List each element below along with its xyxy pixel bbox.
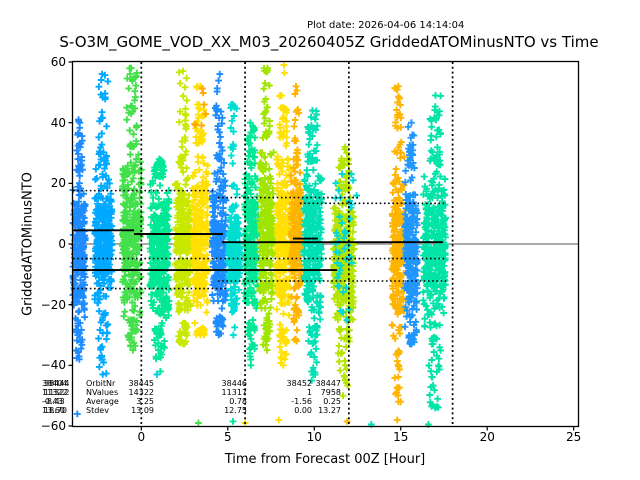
outlier-marker (153, 371, 161, 378)
stat-value: 0.25 (323, 397, 341, 406)
y-tick-label: 0 (58, 237, 66, 251)
orbit-band (208, 70, 230, 339)
outlier-marker (229, 418, 237, 425)
x-tick-label: 25 (566, 430, 582, 444)
orbit-band (172, 67, 194, 348)
outlier-marker (227, 101, 235, 108)
stat-value: 11322 (44, 388, 70, 397)
stat-value: 38447 (315, 379, 341, 388)
stat-value: 38446 (221, 379, 247, 388)
x-tick-label: 20 (479, 430, 495, 444)
orbit-stat-column: 38447 7958 0.25 13.27 (316, 379, 341, 415)
y-tick-label: −40 (40, 358, 66, 373)
stat-row-labels: OrbitNr NValues Average Stdev (86, 379, 119, 415)
plot-date: Plot date: 2026-04-06 14:14:04 (307, 20, 465, 31)
orbit-stat-column: 38445 14322 3.25 13.09 (129, 379, 154, 415)
stat-value: -1.56 (291, 397, 312, 406)
orbit-stat-column: 38452 1 -1.56 0.00 (287, 379, 312, 415)
stat-value: 13.60 (42, 406, 65, 415)
orbit-band (300, 107, 325, 384)
stat-value: 38445 (128, 379, 154, 388)
outlier-marker (275, 416, 283, 424)
outlier-marker (348, 201, 355, 208)
y-tick-label: 60 (50, 55, 66, 69)
stat-value: OrbitNr (86, 379, 116, 388)
stat-value: 3.25 (136, 397, 154, 406)
x-tick-label: 5 (223, 430, 232, 444)
y-tick-label: 20 (50, 176, 66, 191)
x-tick-label: 10 (306, 430, 322, 444)
outlier-marker (195, 419, 202, 427)
stat-value: 7958 (320, 388, 341, 397)
outlier-marker (343, 418, 351, 425)
stat-value: -8.43 (44, 397, 65, 406)
stat-value: 13.27 (318, 406, 341, 415)
x-axis-label: Time from Forecast 00Z [Hour] (224, 452, 426, 467)
page-title: S-O3M_GOME_VOD_XX_M03_20260405Z GriddedA… (59, 33, 599, 51)
stat-value: 0.78 (229, 397, 247, 406)
orbit-band-mixed (191, 85, 210, 129)
stat-value: -0.43 (42, 397, 63, 406)
orbit-band (119, 64, 145, 354)
orbit-band (401, 119, 421, 348)
outlier-marker (349, 176, 357, 184)
y-axis-label: GriddedATOMinusNTO (20, 172, 36, 316)
stat-value: 1 (306, 388, 312, 397)
stat-value: 11317 (221, 388, 247, 397)
y-tick-label: −20 (40, 297, 66, 312)
stat-value: 0.00 (294, 406, 312, 415)
stat-value: 11322 (42, 388, 68, 397)
stat-value: 18.70 (44, 406, 67, 415)
stat-value: NValues (86, 388, 119, 397)
outlier-marker (393, 416, 401, 424)
x-tick-label: 0 (137, 430, 146, 444)
stat-value: 38452 (286, 379, 312, 388)
stat-value: Stdev (86, 406, 109, 415)
stat-value: 38444 (44, 379, 70, 388)
stat-value: 38404 (42, 379, 68, 388)
orbit-band (287, 82, 305, 345)
stat-value: 14322 (128, 388, 154, 397)
orbit-stat-column: 38446 11317 0.78 12.75 (222, 379, 247, 415)
orbit-band (146, 155, 173, 375)
stat-value: Average (86, 397, 119, 406)
orbit-band (419, 92, 449, 412)
outlier-marker (73, 410, 81, 418)
y-tick-label: −60 (40, 419, 66, 433)
stat-value: 12.75 (224, 406, 247, 415)
orbit-stat-column: 38404 11322 -0.43 13.60 (42, 379, 67, 415)
x-tick-label: 15 (393, 430, 409, 444)
orbit-band (91, 70, 116, 378)
stat-value: 13.09 (131, 406, 154, 415)
y-tick-label: 40 (50, 115, 66, 130)
orbit-stat-column: 38444 11322 -8.43 18.70 (44, 379, 69, 415)
orbit-band (256, 64, 277, 354)
orbit-band (272, 61, 294, 369)
